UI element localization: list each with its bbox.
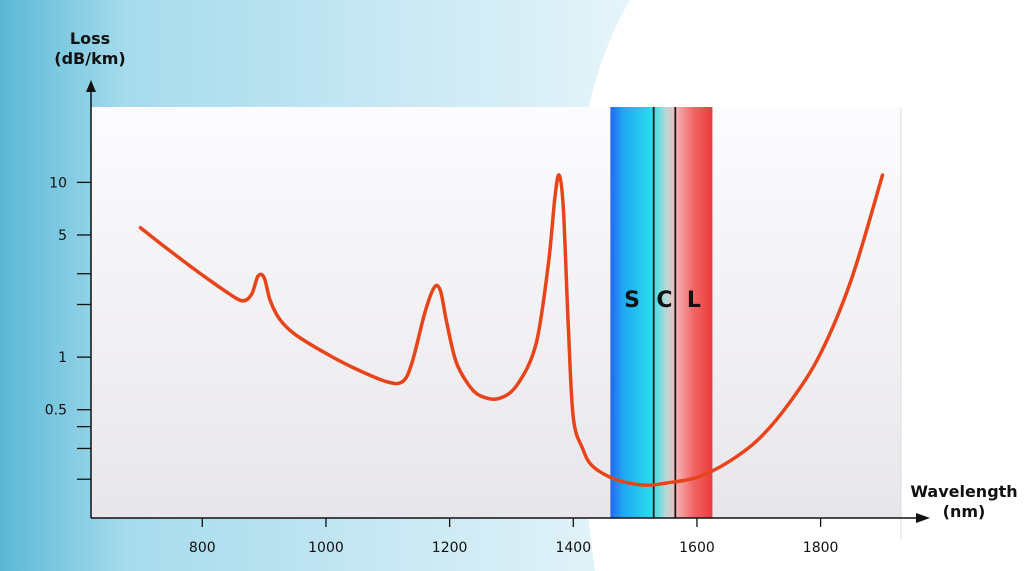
y-tick-label: 5 bbox=[58, 228, 67, 244]
band-c bbox=[653, 107, 676, 518]
x-tick-label: 800 bbox=[189, 540, 216, 556]
band-s bbox=[610, 107, 654, 518]
band-label-s: S bbox=[624, 288, 640, 313]
y-axis-title-line1: Loss bbox=[69, 29, 111, 48]
band-label-c: C bbox=[656, 288, 672, 313]
x-tick-label: 1600 bbox=[679, 540, 715, 556]
y-axis-title-line2: (dB/km) bbox=[54, 49, 126, 68]
x-tick-label: 1400 bbox=[555, 540, 591, 556]
y-axis-title: Loss (dB/km) bbox=[40, 29, 140, 69]
x-tick-label: 1800 bbox=[803, 540, 839, 556]
x-tick-label: 1000 bbox=[308, 540, 344, 556]
x-axis-title-line2: (nm) bbox=[942, 502, 986, 521]
y-tick-label: 0.5 bbox=[45, 403, 67, 419]
x-axis-title-line1: Wavelength bbox=[910, 482, 1018, 501]
y-tick-label: 1 bbox=[58, 350, 67, 366]
plot-area bbox=[91, 107, 901, 518]
x-axis-title: Wavelength (nm) bbox=[902, 482, 1024, 522]
x-tick-label: 1200 bbox=[432, 540, 468, 556]
y-tick-label: 10 bbox=[49, 175, 67, 191]
band-l bbox=[675, 107, 713, 518]
series-line-loss-0 bbox=[138, 173, 885, 487]
band-label-l: L bbox=[687, 288, 701, 313]
